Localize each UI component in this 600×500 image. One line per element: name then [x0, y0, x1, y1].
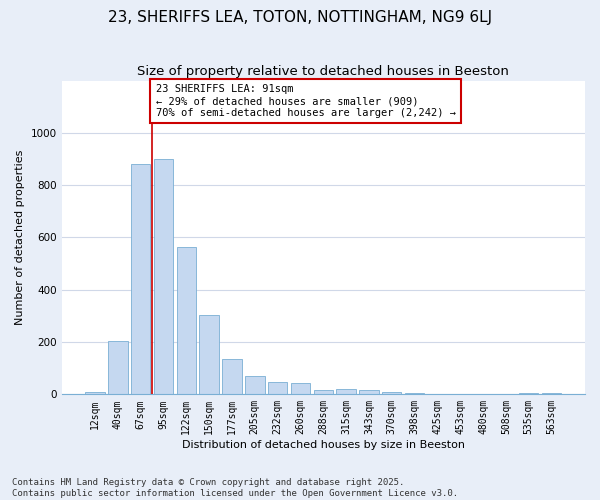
Y-axis label: Number of detached properties: Number of detached properties	[15, 150, 25, 325]
Bar	[382, 392, 401, 394]
Bar	[291, 384, 310, 394]
Bar	[222, 359, 242, 394]
Text: 23 SHERIFFS LEA: 91sqm
← 29% of detached houses are smaller (909)
70% of semi-de: 23 SHERIFFS LEA: 91sqm ← 29% of detached…	[155, 84, 455, 117]
X-axis label: Distribution of detached houses by size in Beeston: Distribution of detached houses by size …	[182, 440, 465, 450]
Bar	[199, 314, 219, 394]
Bar	[359, 390, 379, 394]
Text: 23, SHERIFFS LEA, TOTON, NOTTINGHAM, NG9 6LJ: 23, SHERIFFS LEA, TOTON, NOTTINGHAM, NG9…	[108, 10, 492, 25]
Bar	[245, 376, 265, 394]
Bar	[314, 390, 333, 394]
Bar	[154, 159, 173, 394]
Bar	[131, 164, 151, 394]
Title: Size of property relative to detached houses in Beeston: Size of property relative to detached ho…	[137, 65, 509, 78]
Bar	[405, 393, 424, 394]
Bar	[268, 382, 287, 394]
Bar	[108, 340, 128, 394]
Bar	[85, 392, 105, 394]
Bar	[542, 393, 561, 394]
Text: Contains HM Land Registry data © Crown copyright and database right 2025.
Contai: Contains HM Land Registry data © Crown c…	[12, 478, 458, 498]
Bar	[176, 246, 196, 394]
Bar	[337, 389, 356, 394]
Bar	[519, 393, 538, 394]
